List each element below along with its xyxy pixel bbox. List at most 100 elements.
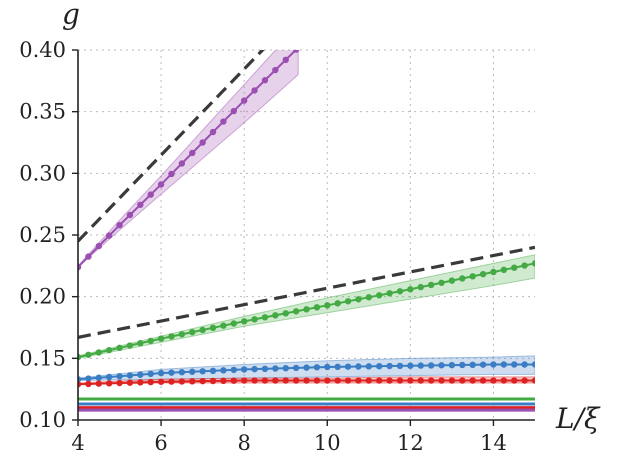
marker-layer <box>78 50 535 388</box>
series-marker <box>448 277 456 284</box>
series-marker <box>282 365 289 372</box>
series-marker <box>85 253 92 260</box>
series-marker <box>427 377 435 384</box>
y-axis-label: g <box>62 0 80 31</box>
series-marker <box>137 340 144 347</box>
y-tick-label: 0.25 <box>19 223 66 247</box>
series-marker <box>521 361 528 368</box>
series-marker <box>511 377 518 384</box>
series-marker <box>324 363 331 371</box>
series-marker <box>438 362 445 369</box>
series-marker <box>334 300 341 307</box>
series-marker <box>365 294 373 301</box>
series-marker <box>490 377 497 384</box>
series-marker <box>292 308 300 315</box>
series-marker <box>344 363 352 370</box>
series-marker <box>85 380 92 388</box>
series-marker <box>220 367 227 374</box>
series-marker <box>272 66 279 74</box>
tick-layer: 0.10 0.15 0.20 0.25 0.30 0.35 0.40 4 6 8 10 12 14 <box>19 38 507 455</box>
series-marker <box>251 377 258 384</box>
series-marker <box>137 201 144 208</box>
series-marker <box>147 370 154 378</box>
series-marker <box>407 377 414 384</box>
series-marker <box>292 377 300 384</box>
series-marker <box>199 139 206 146</box>
y-tick-label: 0.20 <box>19 285 66 309</box>
series-marker <box>448 377 456 384</box>
series-marker <box>240 318 248 325</box>
series-marker <box>251 316 258 323</box>
series-marker <box>189 368 196 375</box>
series-marker <box>490 361 497 368</box>
x-tick-label: 12 <box>397 431 424 455</box>
series-marker <box>386 377 393 384</box>
series-marker <box>95 349 102 356</box>
series-marker <box>168 170 175 178</box>
series-marker <box>116 221 123 229</box>
series-marker <box>251 87 258 94</box>
series-marker <box>479 377 487 384</box>
series-marker <box>168 333 175 340</box>
series-marker <box>500 361 508 368</box>
series-marker <box>365 377 373 384</box>
series-marker <box>396 377 404 384</box>
series-marker <box>105 373 113 381</box>
series-marker <box>344 377 352 384</box>
series-marker <box>157 378 165 385</box>
series-marker <box>116 344 123 352</box>
series-marker <box>407 286 414 293</box>
series-marker <box>282 56 289 64</box>
series-marker <box>137 379 144 386</box>
series-marker <box>303 306 310 313</box>
series-marker <box>355 377 362 384</box>
series-marker <box>230 366 237 374</box>
series-marker <box>220 322 227 329</box>
series-marker <box>209 377 217 385</box>
x-tick-label: 8 <box>237 431 250 455</box>
series-marker <box>220 118 227 125</box>
series-marker <box>261 365 269 373</box>
series-marker <box>344 298 352 305</box>
series-marker <box>386 362 393 370</box>
series-marker <box>261 377 269 384</box>
series-marker <box>95 380 102 387</box>
series-marker <box>376 377 383 384</box>
series-marker <box>189 378 196 385</box>
series-marker <box>189 328 196 336</box>
series-marker <box>459 377 466 384</box>
series-marker <box>178 369 186 376</box>
series-marker <box>126 372 134 379</box>
series-line-dashed <box>78 245 535 339</box>
series-marker <box>511 264 518 271</box>
series-marker <box>251 365 258 373</box>
series-marker <box>199 326 206 334</box>
x-axis-label: L/ξ <box>555 402 601 435</box>
series-marker <box>417 377 424 384</box>
series-marker <box>272 377 279 384</box>
series-marker <box>157 181 165 188</box>
series-marker <box>438 377 445 384</box>
series-marker <box>500 266 508 274</box>
series-marker <box>147 378 154 386</box>
series-marker <box>355 363 362 370</box>
series-marker <box>240 97 248 104</box>
series-marker <box>282 310 289 317</box>
series-marker <box>459 275 466 282</box>
series-marker <box>313 364 321 371</box>
series-marker <box>386 290 393 297</box>
series-marker <box>376 292 383 299</box>
series-marker <box>396 288 404 295</box>
series-marker <box>427 362 435 369</box>
series-marker <box>95 374 102 381</box>
y-tick-label: 0.15 <box>19 346 66 370</box>
series-marker <box>521 377 528 384</box>
series-marker <box>220 377 227 385</box>
series-marker <box>261 77 269 84</box>
series-marker <box>168 378 175 385</box>
x-tick-label: 14 <box>480 431 507 455</box>
series-marker <box>178 331 186 338</box>
series-marker <box>292 364 300 372</box>
series-marker <box>313 377 321 384</box>
series-marker <box>116 373 123 380</box>
